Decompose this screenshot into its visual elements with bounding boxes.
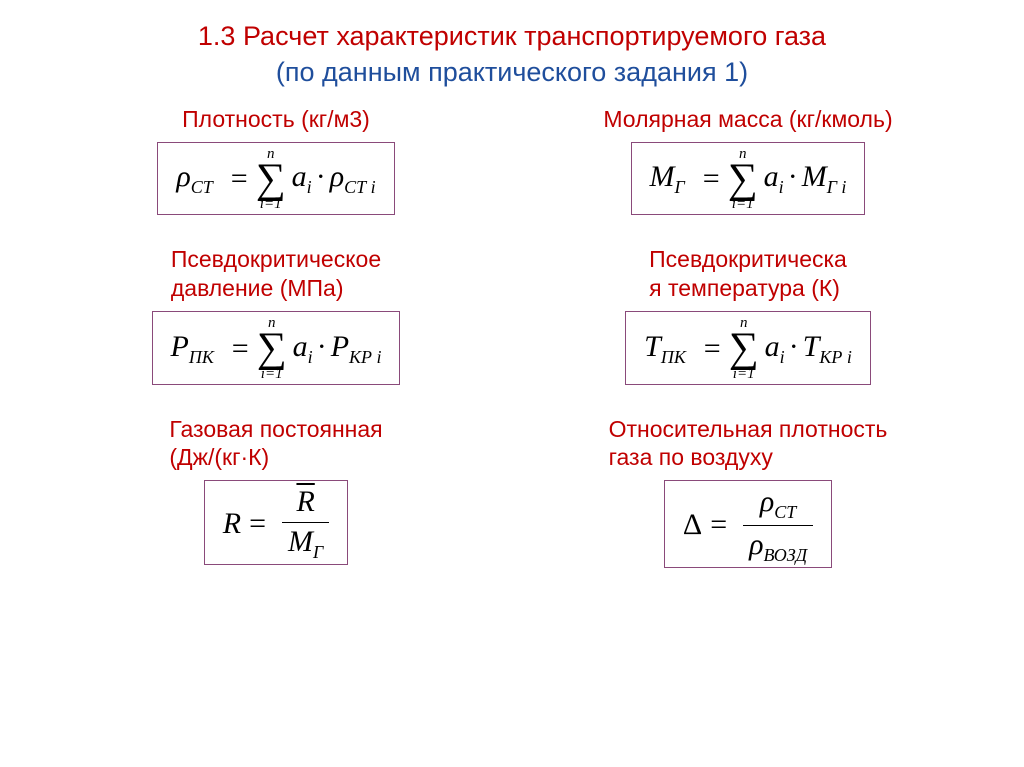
title-line1: 1.3 Расчет характеристик транспортируемо… (0, 18, 1024, 54)
formula-reldens: Δ = ρСТ ρВОЗД (664, 480, 832, 568)
cell-molar: Молярная масса (кг/кмоль) MГ = n ∑ i=1 a… (512, 105, 984, 215)
formula-pressure: PПК = n ∑ i=1 ai·PКР i (152, 311, 401, 385)
label-density: Плотность (кг/м3) (182, 105, 370, 134)
formula-temperature: TПК = n ∑ i=1 ai·TКР i (625, 311, 871, 385)
sigma-icon: n ∑ i=1 (729, 316, 759, 382)
sigma-icon: n ∑ i=1 (257, 316, 287, 382)
title-line2: (по данным практического задания 1) (0, 54, 1024, 90)
label-pressure: Псевдокритическоедавление (МПа) (171, 245, 381, 303)
label-gasconst: Газовая постоянная(Дж/(кг·К) (169, 415, 382, 473)
formula-molar: MГ = n ∑ i=1 ai·MГ i (631, 142, 866, 216)
formula-grid: Плотность (кг/м3) ρСТ = n ∑ i=1 ai·ρСТ i… (0, 91, 1024, 569)
cell-gasconst: Газовая постоянная(Дж/(кг·К) R = R MГ (40, 415, 512, 569)
formula-gasconst: R = R MГ (204, 480, 349, 565)
label-reldens: Относительная плотностьгаза по воздуху (609, 415, 888, 473)
cell-reldens: Относительная плотностьгаза по воздуху Δ… (512, 415, 984, 569)
cell-density: Плотность (кг/м3) ρСТ = n ∑ i=1 ai·ρСТ i (40, 105, 512, 215)
label-molar: Молярная масса (кг/кмоль) (603, 105, 892, 134)
sigma-icon: n ∑ i=1 (728, 147, 758, 213)
page-title: 1.3 Расчет характеристик транспортируемо… (0, 0, 1024, 91)
sigma-icon: n ∑ i=1 (256, 147, 286, 213)
label-temperature: Псевдокритическая температура (К) (649, 245, 847, 303)
formula-density: ρСТ = n ∑ i=1 ai·ρСТ i (157, 142, 394, 216)
cell-pressure: Псевдокритическоедавление (МПа) PПК = n … (40, 245, 512, 384)
cell-temperature: Псевдокритическая температура (К) TПК = … (512, 245, 984, 384)
